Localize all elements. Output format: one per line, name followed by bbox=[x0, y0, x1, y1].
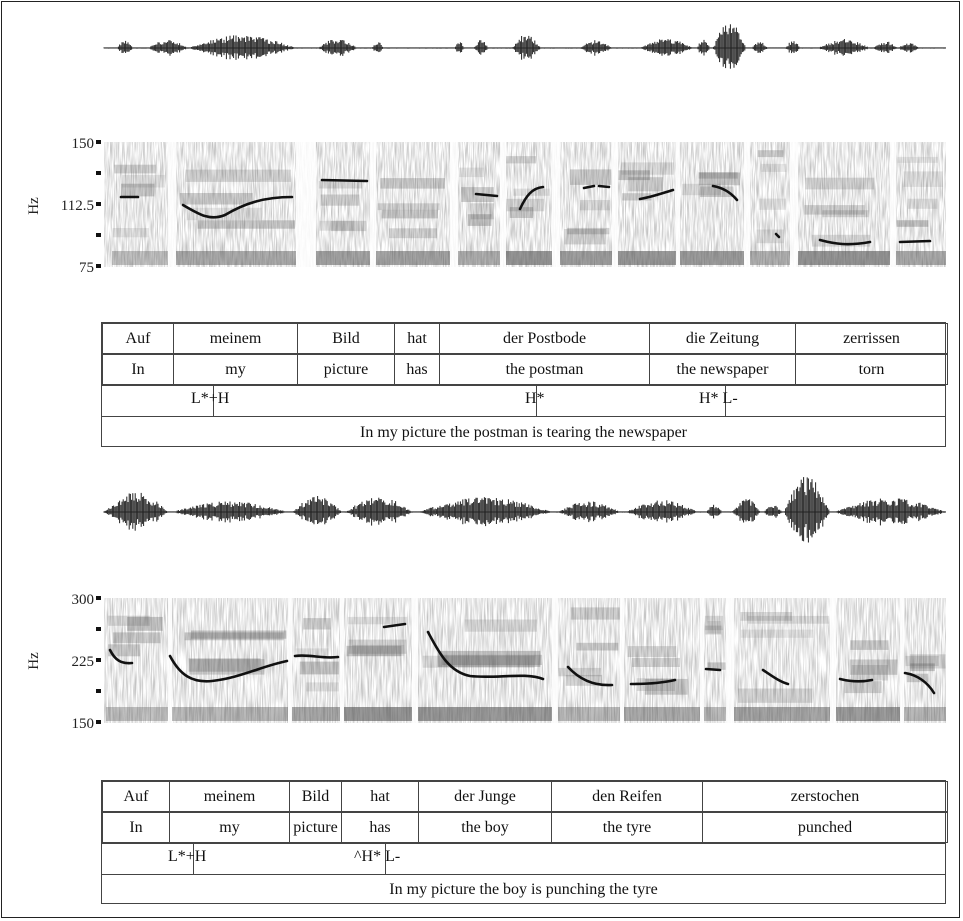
pitch-segment bbox=[582, 184, 596, 190]
word-en: the newspaper bbox=[649, 354, 796, 385]
pitch-segment bbox=[168, 654, 289, 683]
german-row: Auf meinem Bild hat der Junge den Reifen… bbox=[102, 781, 948, 812]
pitch-segment bbox=[382, 622, 407, 629]
word-en: my bbox=[169, 812, 290, 843]
word-en: punched bbox=[702, 812, 948, 843]
y-tick-mark bbox=[96, 720, 101, 724]
pitch-segment bbox=[320, 178, 369, 183]
pitch-segment bbox=[518, 185, 545, 211]
y-tick-mark bbox=[96, 202, 101, 206]
pitch-segment bbox=[818, 238, 872, 246]
german-row: Auf meinem Bild hat der Postbode die Zei… bbox=[102, 323, 948, 354]
word-de: zerstochen bbox=[702, 781, 948, 812]
y-tick-mark bbox=[96, 140, 101, 144]
y-tick-label: 75 bbox=[79, 260, 94, 276]
word-de: meinem bbox=[169, 781, 290, 812]
word-de: hat bbox=[394, 323, 440, 354]
word-de: zerrissen bbox=[795, 323, 948, 354]
y-tick-label: 300 bbox=[72, 592, 95, 608]
word-de: hat bbox=[341, 781, 419, 812]
annotation-grid-2: Auf meinem Bild hat der Junge den Reifen… bbox=[101, 780, 948, 905]
y-axis-2: Hz 300 225 150 bbox=[26, 592, 101, 732]
pitch-segment bbox=[898, 239, 932, 244]
pitch-segment bbox=[293, 654, 340, 659]
y-tick-mark bbox=[96, 658, 101, 662]
tone-label: H* bbox=[525, 390, 545, 407]
y-tick-label: 150 bbox=[72, 716, 95, 732]
y-tick-mark bbox=[96, 627, 101, 631]
tone-label: ^H* L- bbox=[354, 848, 401, 865]
tone-tier: L*+H H* H* L- bbox=[102, 385, 945, 416]
y-tick-mark bbox=[96, 689, 101, 693]
pitch-segment bbox=[838, 677, 874, 683]
pitch-segment bbox=[181, 195, 294, 219]
y-tick-label: 150 bbox=[72, 136, 95, 152]
y-axis-label: Hz bbox=[26, 197, 42, 215]
spectrogram-1 bbox=[104, 142, 946, 267]
y-tick-mark bbox=[96, 171, 101, 175]
word-en: torn bbox=[795, 354, 948, 385]
word-de: den Reifen bbox=[551, 781, 703, 812]
word-de: der Postbode bbox=[439, 323, 650, 354]
word-de: Bild bbox=[289, 781, 342, 812]
waveform-1 bbox=[103, 24, 946, 69]
word-en: the boy bbox=[418, 812, 552, 843]
word-en: my bbox=[173, 354, 298, 385]
word-de: Bild bbox=[297, 323, 395, 354]
word-de: die Zeitung bbox=[649, 323, 796, 354]
tone-tick bbox=[213, 386, 214, 416]
word-de: meinem bbox=[173, 323, 298, 354]
word-en: picture bbox=[289, 812, 342, 843]
y-axis-label: Hz bbox=[26, 652, 42, 670]
y-axis-1: Hz 150 112.5 75 bbox=[26, 136, 101, 276]
word-de: der Junge bbox=[418, 781, 552, 812]
tone-tick bbox=[725, 386, 726, 416]
word-en: has bbox=[394, 354, 440, 385]
pitch-segment bbox=[774, 232, 781, 239]
pitch-segment bbox=[597, 184, 611, 189]
word-en: the postman bbox=[439, 354, 650, 385]
word-en: In bbox=[102, 354, 174, 385]
tone-tier: L*+H ^H* L- bbox=[102, 843, 945, 874]
english-row: In my picture has the postman the newspa… bbox=[102, 354, 948, 385]
pitch-segment bbox=[638, 188, 675, 201]
word-en: In bbox=[102, 812, 170, 843]
spectrogram-2 bbox=[104, 598, 946, 723]
y-tick-mark bbox=[96, 233, 101, 237]
tone-tick bbox=[193, 844, 194, 874]
tone-label: H* L- bbox=[699, 390, 738, 407]
english-row: In my picture has the boy the tyre punch… bbox=[102, 812, 948, 843]
word-de: Auf bbox=[102, 781, 170, 812]
waveform-2 bbox=[103, 477, 946, 543]
pitch-segment bbox=[704, 667, 722, 672]
word-en: the tyre bbox=[551, 812, 703, 843]
tone-label: L*+H bbox=[191, 390, 230, 407]
pitch-contour-2 bbox=[108, 622, 936, 695]
pitch-segment bbox=[761, 668, 790, 686]
y-tick-label: 112.5 bbox=[61, 198, 94, 214]
translation: In my picture the postman is tearing the… bbox=[102, 416, 945, 448]
word-de: Auf bbox=[102, 323, 174, 354]
word-en: picture bbox=[297, 354, 395, 385]
pitch-segment bbox=[711, 184, 739, 202]
y-tick-label: 225 bbox=[72, 654, 95, 670]
tone-tick bbox=[536, 386, 537, 416]
pitch-segment bbox=[474, 192, 499, 198]
pitch-segment bbox=[566, 665, 614, 687]
pitch-segment bbox=[903, 671, 936, 695]
pitch-contour-1 bbox=[119, 178, 932, 246]
tone-tick bbox=[385, 844, 386, 874]
y-tick-mark bbox=[96, 264, 101, 268]
translation: In my picture the boy is punching the ty… bbox=[102, 874, 945, 905]
word-en: has bbox=[341, 812, 419, 843]
pitch-segment bbox=[108, 648, 134, 665]
pitch-segment bbox=[426, 630, 545, 681]
pitch-segment bbox=[629, 678, 677, 686]
y-tick-mark bbox=[96, 596, 101, 600]
annotation-grid-1: Auf meinem Bild hat der Postbode die Zei… bbox=[101, 322, 948, 448]
tone-label: L*+H bbox=[168, 848, 207, 865]
